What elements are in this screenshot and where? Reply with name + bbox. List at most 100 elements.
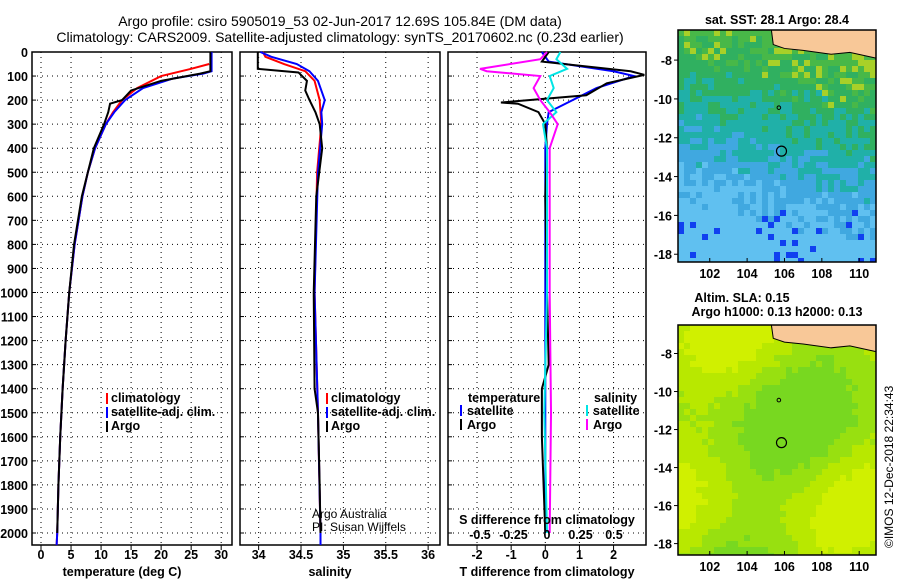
map-cell [852, 162, 858, 168]
map-cell [756, 337, 762, 343]
map-cell [702, 168, 708, 174]
map-cell [720, 445, 726, 451]
map-cell [804, 481, 810, 487]
map-cell [726, 84, 732, 90]
map-cell [816, 102, 822, 108]
map-cell [702, 78, 708, 84]
map-cell [768, 553, 774, 555]
map-cell [702, 60, 708, 66]
map-cell [834, 180, 840, 186]
map-cell [756, 228, 762, 234]
map-cell [780, 505, 786, 511]
map-cell [816, 216, 822, 222]
map-cell [840, 162, 846, 168]
map-cell [684, 96, 690, 102]
map-cell [744, 48, 750, 54]
map-cell [780, 120, 786, 126]
map-cell [690, 138, 696, 144]
map-cell [720, 108, 726, 114]
map-cell [678, 463, 684, 469]
map-cell [798, 541, 804, 547]
map-cell [768, 42, 774, 48]
legend-swatch [326, 393, 328, 404]
axes-box [239, 51, 441, 546]
map-cell [750, 168, 756, 174]
map-cell [738, 132, 744, 138]
map-cell [846, 150, 852, 156]
map-cell [822, 138, 828, 144]
map-cell [816, 222, 822, 228]
map-cell [816, 180, 822, 186]
map-cell [870, 433, 876, 439]
map-cell [810, 457, 816, 463]
map-cell [810, 553, 816, 555]
map-cell [690, 90, 696, 96]
lat-tick-label: -16 [654, 500, 672, 514]
map-cell [708, 373, 714, 379]
map-cell [792, 499, 798, 505]
map-cell [858, 240, 864, 246]
map-cell [756, 234, 762, 240]
map-cell [810, 228, 816, 234]
map-cell [870, 457, 876, 463]
map-cell [780, 108, 786, 114]
map-cell [768, 409, 774, 415]
map-cell [696, 36, 702, 42]
map-cell [786, 481, 792, 487]
map-cell [690, 469, 696, 475]
map-cell [846, 451, 852, 457]
map-cell [726, 108, 732, 114]
map-cell [744, 469, 750, 475]
map-cell [798, 445, 804, 451]
map-cell [870, 361, 876, 367]
map-cell [726, 427, 732, 433]
map-cell [756, 48, 762, 54]
map-cell [750, 529, 756, 535]
map-cell [702, 186, 708, 192]
map-cell [864, 553, 870, 555]
map-cell [702, 138, 708, 144]
map-cell [858, 403, 864, 409]
map-cell [834, 433, 840, 439]
map-cell [822, 553, 828, 555]
map-cell [708, 234, 714, 240]
map-cell [792, 204, 798, 210]
map-cell [810, 361, 816, 367]
map-cell [816, 523, 822, 529]
map-cell [858, 228, 864, 234]
map-cell [834, 463, 840, 469]
map-cell [720, 343, 726, 349]
map-cell [756, 529, 762, 535]
map-cell [750, 421, 756, 427]
map-cell [816, 457, 822, 463]
map-cell [738, 451, 744, 457]
map-cell [762, 493, 768, 499]
map-cell [750, 409, 756, 415]
map-cell [762, 385, 768, 391]
map-cell [690, 451, 696, 457]
map-cell [762, 150, 768, 156]
map-cell [858, 415, 864, 421]
map-cell [708, 331, 714, 337]
map-cell [696, 222, 702, 228]
map-cell [804, 457, 810, 463]
map-cell [726, 367, 732, 373]
map-cell [744, 403, 750, 409]
map-cell [684, 457, 690, 463]
map-cell [714, 156, 720, 162]
y-tick-label: 1400 [0, 383, 28, 397]
map-cell [762, 210, 768, 216]
map-cell [810, 60, 816, 66]
map-cell [798, 391, 804, 397]
map-cell [816, 493, 822, 499]
map-cell [768, 517, 774, 523]
map-cell [726, 475, 732, 481]
map-cell [786, 547, 792, 553]
map-cell [738, 499, 744, 505]
map-cell [828, 192, 834, 198]
map-cell [708, 102, 714, 108]
legend-title-salinity: salinity [594, 391, 637, 405]
map-cell [786, 150, 792, 156]
map-cell [774, 547, 780, 553]
map-cell [726, 451, 732, 457]
